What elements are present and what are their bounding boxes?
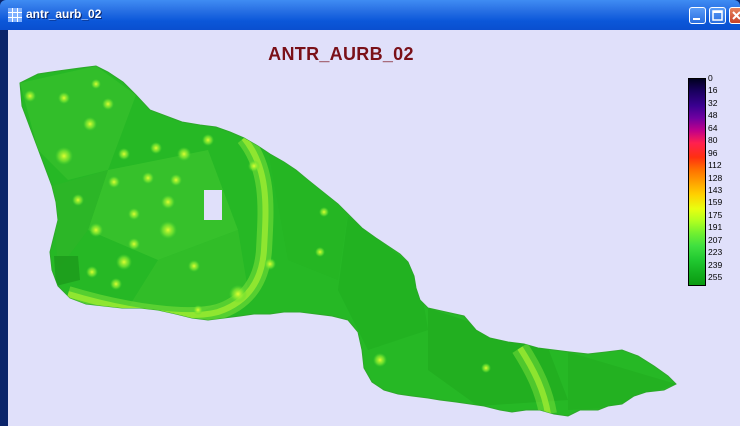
legend-label: 16 — [708, 85, 718, 95]
island-texture — [20, 66, 676, 416]
legend-label: 175 — [708, 210, 723, 220]
minimize-icon — [693, 18, 700, 20]
legend-label: 143 — [708, 185, 723, 195]
legend-label: 255 — [708, 272, 723, 282]
legend-label: 80 — [708, 135, 718, 145]
legend-label: 0 — [708, 73, 713, 83]
map-title: ANTR_AURB_02 — [268, 44, 414, 64]
close-button[interactable] — [729, 7, 740, 24]
title-bar[interactable]: antr_aurb_02 — [0, 0, 740, 30]
legend-label: 96 — [708, 148, 718, 158]
legend-label: 239 — [708, 260, 723, 270]
legend-label: 191 — [708, 222, 723, 232]
legend-label: 32 — [708, 98, 718, 108]
legend-label: 128 — [708, 173, 723, 183]
close-icon — [732, 11, 740, 20]
legend-label: 207 — [708, 235, 723, 245]
settlement-dots — [24, 79, 491, 373]
maximize-icon — [712, 10, 723, 21]
island-map[interactable] — [8, 30, 678, 426]
legend-label: 159 — [708, 197, 723, 207]
grid-icon — [8, 8, 22, 22]
legend-label: 64 — [708, 123, 718, 133]
map-canvas[interactable]: ANTR_AURB_02 — [8, 30, 740, 426]
maximize-button[interactable] — [709, 7, 726, 24]
legend-label: 112 — [708, 160, 722, 170]
legend-label: 223 — [708, 247, 723, 257]
minimize-button[interactable] — [689, 7, 706, 24]
legend-label: 48 — [708, 110, 718, 120]
legend-color-bar — [688, 78, 706, 286]
window-title: antr_aurb_02 — [26, 7, 102, 21]
